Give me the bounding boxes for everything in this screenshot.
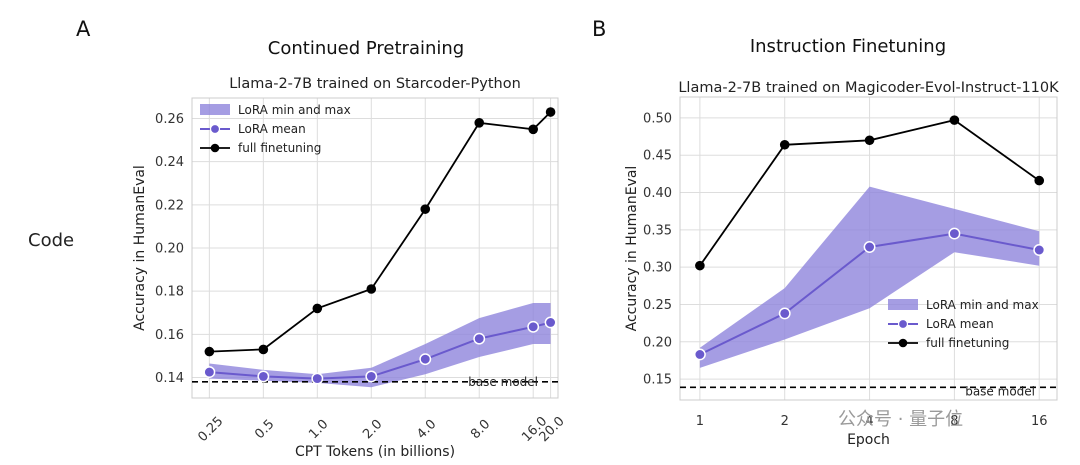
lora-mean-point xyxy=(419,353,432,366)
legend: LoRA min and max LoRA mean full finetuning xyxy=(200,103,351,155)
full-finetuning-point xyxy=(864,135,875,146)
legend-band-label: LoRA min and max xyxy=(238,103,351,117)
full-finetuning-point xyxy=(528,124,539,135)
row-label: Code xyxy=(28,230,74,251)
y-tick-label: 0.22 xyxy=(155,198,184,213)
legend-band-swatch xyxy=(888,299,918,310)
lora-mean-point xyxy=(473,332,486,345)
legend-full-marker xyxy=(898,338,908,348)
x-tick-label: 16 xyxy=(1031,414,1048,429)
y-tick-label: 0.20 xyxy=(643,335,672,350)
y-tick-label: 0.35 xyxy=(643,223,672,238)
y-tick-label: 0.50 xyxy=(643,111,672,126)
legend-full-label: full finetuning xyxy=(238,141,321,155)
y-tick-label: 0.40 xyxy=(643,186,672,201)
full-finetuning-point xyxy=(258,344,269,355)
y-axis-label: Accuracy in HumanEval xyxy=(132,165,148,331)
legend-mean-label: LoRA mean xyxy=(926,317,994,331)
base-model-label: base model xyxy=(468,375,538,389)
x-tick-label: 2 xyxy=(781,414,789,429)
suptitle-b: Instruction Finetuning xyxy=(750,36,946,57)
watermark: 公众号 · 量子位 xyxy=(838,409,963,430)
full-finetuning-point xyxy=(474,118,485,128)
full-finetuning-point xyxy=(366,284,377,294)
lora-mean-point xyxy=(311,372,324,385)
x-tick-label: 0.5 xyxy=(252,417,277,442)
lora-mean-point xyxy=(778,307,791,320)
full-finetuning-point xyxy=(545,107,556,117)
lora-min-max-band xyxy=(209,303,551,388)
x-axis-label: CPT Tokens (in billions) xyxy=(295,444,455,460)
y-tick-label: 0.15 xyxy=(643,373,672,388)
legend-full-label: full finetuning xyxy=(926,336,1009,350)
full-finetuning-point xyxy=(949,115,960,125)
chart-title: Llama-2-7B trained on Starcoder-Python xyxy=(229,76,521,92)
lora-mean-point xyxy=(257,370,270,383)
legend-mean-marker xyxy=(897,318,909,330)
y-tick-label: 0.20 xyxy=(155,242,184,257)
lora-mean-line xyxy=(209,321,551,380)
x-tick-label: 1.0 xyxy=(306,417,331,442)
x-tick-label: 1 xyxy=(696,414,704,429)
legend-full-marker xyxy=(210,143,220,153)
base-model-label: base model xyxy=(965,384,1035,398)
full-finetuning-point xyxy=(779,139,790,150)
lora-mean-point xyxy=(948,227,961,240)
panel-letter-b: B xyxy=(592,17,606,41)
axes-frame xyxy=(191,97,559,399)
x-tick-label: 8 xyxy=(950,414,958,429)
full-finetuning-point xyxy=(1034,175,1045,186)
lora-mean-point xyxy=(863,241,876,253)
lora-mean-point xyxy=(1033,244,1046,256)
y-axis-label: Accuracy in HumanEval xyxy=(624,166,640,332)
full-finetuning-point xyxy=(420,204,431,214)
suptitle-a: Continued Pretraining xyxy=(268,38,464,59)
x-tick-label: 8.0 xyxy=(468,417,493,442)
y-tick-label: 0.25 xyxy=(643,298,672,313)
lora-mean-point xyxy=(203,366,216,379)
y-tick-label: 0.45 xyxy=(643,149,672,164)
x-tick-label: 2.0 xyxy=(360,417,385,442)
y-tick-label: 0.24 xyxy=(155,155,184,170)
y-tick-label: 0.14 xyxy=(155,371,184,386)
full-finetuning-point xyxy=(312,303,323,314)
y-tick-label: 0.26 xyxy=(155,112,184,127)
x-axis-label: Epoch xyxy=(847,432,890,448)
lora-mean-point xyxy=(365,370,378,383)
plot-a: Llama-2-7B trained on Starcoder-Python 0.… xyxy=(132,76,568,460)
legend-band-label: LoRA min and max xyxy=(926,298,1039,312)
legend-band-swatch xyxy=(200,104,230,115)
full-finetuning-line xyxy=(209,111,552,353)
lora-mean-point xyxy=(693,348,706,361)
lora-mean-point xyxy=(527,320,540,333)
full-finetuning-point xyxy=(695,260,705,271)
legend-mean-label: LoRA mean xyxy=(238,122,306,136)
legend-mean-marker xyxy=(209,123,221,135)
axes-frame xyxy=(679,96,1058,401)
full-finetuning-point xyxy=(204,346,215,357)
y-tick-label: 0.18 xyxy=(155,285,184,300)
x-tick-label: 4 xyxy=(865,414,873,429)
x-tick-label: 4.0 xyxy=(414,417,439,442)
y-tick-label: 0.30 xyxy=(643,261,672,276)
y-tick-label: 0.16 xyxy=(155,328,184,343)
legend: LoRA min and max LoRA mean full finetuning xyxy=(888,298,1039,350)
lora-mean-point xyxy=(544,316,557,329)
x-tick-label: 0.25 xyxy=(195,414,226,445)
chart-title: Llama-2-7B trained on Magicoder-Evol-Ins… xyxy=(678,80,1059,96)
panel-letter-a: A xyxy=(76,17,91,41)
plot-b: Llama-2-7B trained on Magicoder-Evol-Ins… xyxy=(624,80,1059,448)
